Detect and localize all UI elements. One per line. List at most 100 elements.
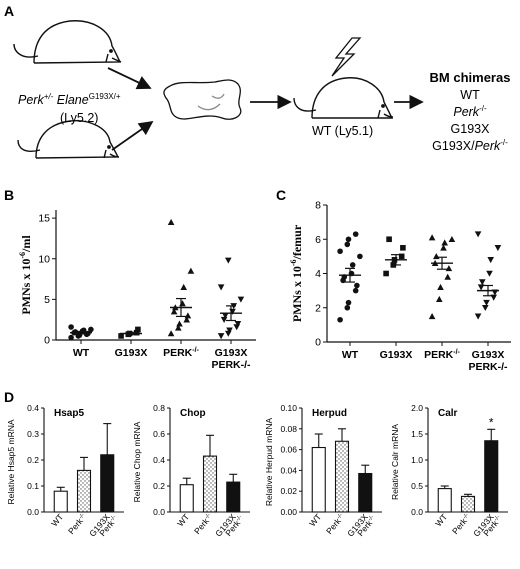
recipient-label: WT (Ly5.1) xyxy=(312,124,373,138)
data-point xyxy=(494,245,502,252)
y-tick-label: 0.2 xyxy=(153,481,165,491)
bar xyxy=(311,446,326,513)
data-point xyxy=(68,334,74,341)
data-point xyxy=(234,320,242,328)
bar xyxy=(226,481,241,513)
y-tick-label: 4 xyxy=(315,268,321,280)
y-tick-label: 0.10 xyxy=(280,403,297,413)
y-tick-label: 0.3 xyxy=(27,429,39,439)
data-point xyxy=(354,282,360,289)
bar xyxy=(100,454,115,513)
y-tick-label: 0.4 xyxy=(27,403,39,413)
data-point xyxy=(345,299,352,306)
x-tick-label: G193X xyxy=(472,349,505,361)
chart-d-calr: 0.0 0.5 1.0 1.5 2.0 Calr Relative Calr mRNA WT P… xyxy=(390,403,508,539)
bar xyxy=(202,455,218,513)
bar xyxy=(53,490,68,513)
data-point xyxy=(479,279,486,286)
y-tick-label: 6 xyxy=(315,234,321,246)
x-tick-label: WT xyxy=(433,512,449,529)
x-tick-label: Perk-/- xyxy=(324,512,347,536)
data-point xyxy=(217,333,225,340)
data-point xyxy=(175,324,182,331)
panel-c-label: C xyxy=(276,187,286,203)
data-point xyxy=(179,300,186,307)
y-tick-label: 1.0 xyxy=(411,455,423,465)
data-point xyxy=(386,236,392,243)
y-tick-label: 2 xyxy=(315,302,321,314)
chimeras-list: WT Perk-/- G193X G193X/Perk-/- xyxy=(432,88,508,153)
data-point xyxy=(337,316,343,323)
data-point xyxy=(118,333,124,339)
data-point xyxy=(398,253,405,260)
x-tick-label: G193X xyxy=(215,347,248,359)
x-tick-label: WT xyxy=(49,512,65,529)
donor-mouse-top-icon xyxy=(13,20,122,64)
panel-a-label: A xyxy=(4,3,14,19)
y-tick-label: 0.0 xyxy=(27,507,39,517)
y-axis-label: Relative Hsap5 mRNA xyxy=(6,419,16,504)
data-point xyxy=(133,329,140,336)
data-point xyxy=(477,284,485,291)
bar xyxy=(334,440,350,513)
y-tick-label: 0.5 xyxy=(411,481,423,491)
data-point xyxy=(180,283,187,290)
data-point xyxy=(233,324,240,331)
chimera-item: G193X xyxy=(451,122,491,136)
y-tick-label: 0.6 xyxy=(153,429,165,439)
data-point xyxy=(400,245,406,251)
femur-icon xyxy=(163,79,242,120)
chart-title: Hsap5 xyxy=(54,408,84,419)
bar xyxy=(179,484,194,513)
y-tick-label: 0.04 xyxy=(280,465,297,475)
data-point xyxy=(225,257,232,264)
bar xyxy=(460,495,476,513)
data-point xyxy=(176,320,183,327)
x-tick-label: G193X xyxy=(115,347,148,359)
data-point xyxy=(229,308,236,315)
data-point xyxy=(437,283,444,290)
y-axis-label: Relative Calr mRNA xyxy=(390,424,400,500)
y-tick-label: 0.2 xyxy=(27,455,39,465)
data-point xyxy=(487,257,494,264)
x-tick-label: PERK-/- xyxy=(424,349,460,361)
y-tick-label: 15 xyxy=(38,213,50,225)
chart-d-hsap5: 0.0 0.1 0.2 0.3 0.4 Hsap5 Relative Hsap5 mRNA W… xyxy=(6,403,124,539)
irradiation-bolt-icon xyxy=(331,37,362,77)
x-tick-label: WT xyxy=(175,512,191,529)
x-tick-label: Perk-/- xyxy=(66,512,89,536)
data-point xyxy=(68,324,74,330)
data-point xyxy=(349,262,356,268)
data-point xyxy=(433,253,440,260)
y-tick-label: 0.1 xyxy=(27,481,39,491)
data-point xyxy=(344,241,351,248)
data-point xyxy=(225,330,232,337)
data-point xyxy=(167,330,175,337)
data-point xyxy=(237,296,245,303)
y-axis-label: Relative Herpud mRNA xyxy=(264,418,274,507)
bar xyxy=(76,469,92,513)
x-tick-label: Perk-/- xyxy=(192,512,215,536)
data-point xyxy=(344,304,351,311)
recipient-mouse-icon xyxy=(293,77,394,119)
data-point xyxy=(440,244,447,251)
chimera-item: WT xyxy=(460,88,480,102)
chart-title: Herpud xyxy=(312,408,347,419)
data-point xyxy=(345,236,352,243)
y-tick-label: 0 xyxy=(44,335,50,347)
data-point xyxy=(183,316,190,323)
y-tick-label: 0 xyxy=(315,337,321,349)
data-point xyxy=(474,231,482,238)
bar xyxy=(484,440,499,513)
chimera-item: G193X/Perk-/- xyxy=(432,138,508,153)
y-tick-label: 0.4 xyxy=(153,455,165,465)
data-point xyxy=(428,234,436,241)
y-axis-label: PMNs x 10-6/ml xyxy=(18,235,33,315)
bar xyxy=(358,472,373,513)
y-tick-label: 0.08 xyxy=(280,424,297,434)
data-point xyxy=(220,316,228,323)
chart-title: Calr xyxy=(438,408,458,419)
data-point xyxy=(184,312,192,319)
